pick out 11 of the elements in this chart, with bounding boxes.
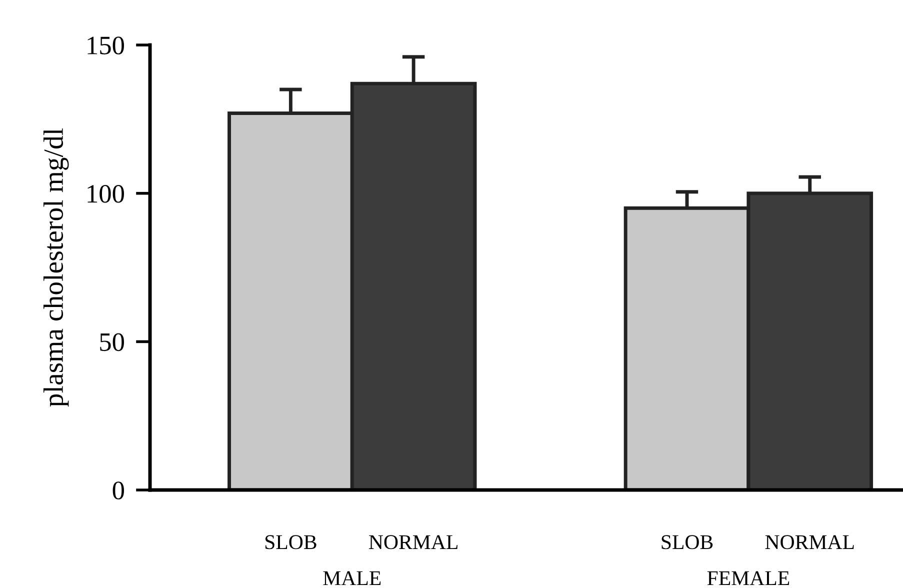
text: SLOB	[662, 535, 713, 550]
text: SLOB	[265, 535, 316, 550]
y-tick-label: 100	[88, 184, 124, 203]
y-tick-label: 150	[88, 36, 124, 54]
text: NORMAL	[369, 535, 458, 550]
text: NORMAL	[765, 535, 854, 550]
y-tick-label: 0	[112, 482, 124, 500]
x-tick-label: MALE	[323, 571, 381, 586]
y-tick-label: 50	[100, 333, 124, 352]
y-axis-title: plasma cholesterol mg/dl	[43, 128, 69, 407]
x-tick-label: FEMALE	[707, 571, 790, 586]
